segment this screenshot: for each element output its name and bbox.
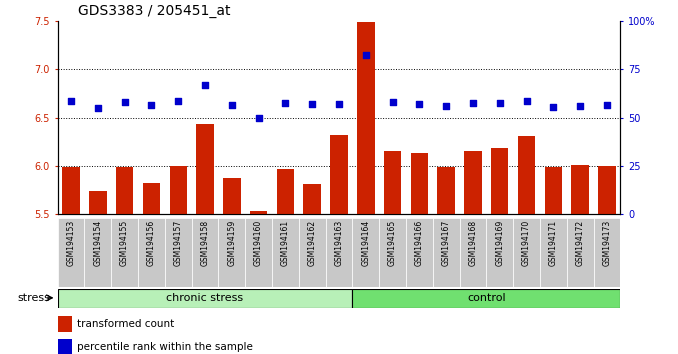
Point xyxy=(575,103,586,109)
Point xyxy=(548,104,559,110)
Bar xyxy=(304,184,321,214)
Point xyxy=(66,98,77,104)
Text: GSM194154: GSM194154 xyxy=(94,220,102,266)
Text: GDS3383 / 205451_at: GDS3383 / 205451_at xyxy=(78,4,231,18)
Point xyxy=(146,102,157,108)
Point xyxy=(441,103,452,109)
Text: GSM194173: GSM194173 xyxy=(603,220,612,266)
Text: GSM194163: GSM194163 xyxy=(334,220,344,266)
Text: GSM194167: GSM194167 xyxy=(441,220,451,266)
Point xyxy=(280,101,291,106)
Bar xyxy=(357,22,374,214)
Bar xyxy=(598,166,616,214)
Bar xyxy=(89,191,106,214)
Bar xyxy=(491,148,508,214)
Text: chronic stress: chronic stress xyxy=(167,293,243,303)
Bar xyxy=(384,150,401,214)
Bar xyxy=(540,218,567,287)
Text: GSM194153: GSM194153 xyxy=(66,220,75,266)
Bar xyxy=(518,136,536,214)
Point xyxy=(387,99,398,105)
Bar xyxy=(170,166,187,214)
Point xyxy=(119,99,130,105)
Bar xyxy=(58,316,72,332)
Bar xyxy=(111,218,138,287)
Bar xyxy=(513,218,540,287)
Point xyxy=(253,115,264,120)
Text: GSM194164: GSM194164 xyxy=(361,220,370,266)
Bar xyxy=(165,218,192,287)
Bar xyxy=(353,218,379,287)
Text: GSM194161: GSM194161 xyxy=(281,220,290,266)
Text: GSM194172: GSM194172 xyxy=(576,220,584,266)
Text: GSM194160: GSM194160 xyxy=(254,220,263,266)
Bar xyxy=(197,125,214,214)
Text: GSM194169: GSM194169 xyxy=(496,220,504,266)
Point xyxy=(468,101,479,106)
Bar xyxy=(85,218,111,287)
Bar xyxy=(330,135,348,214)
Bar xyxy=(245,218,272,287)
Bar xyxy=(572,165,589,214)
Text: GSM194157: GSM194157 xyxy=(174,220,182,266)
Bar xyxy=(116,167,134,214)
Text: GSM194162: GSM194162 xyxy=(308,220,317,266)
Bar xyxy=(464,150,481,214)
Bar xyxy=(567,218,593,287)
Bar xyxy=(58,339,72,354)
Bar xyxy=(486,218,513,287)
Bar xyxy=(544,167,562,214)
Text: transformed count: transformed count xyxy=(77,319,174,330)
Bar xyxy=(299,218,325,287)
Point xyxy=(334,101,344,107)
Bar xyxy=(433,218,460,287)
Text: GSM194156: GSM194156 xyxy=(147,220,156,266)
Text: GSM194155: GSM194155 xyxy=(120,220,129,266)
Point xyxy=(226,102,237,108)
Point xyxy=(414,101,425,107)
Bar xyxy=(593,218,620,287)
Point xyxy=(306,101,317,107)
Point xyxy=(199,82,210,88)
Bar xyxy=(192,218,218,287)
Point xyxy=(92,105,103,111)
Bar xyxy=(460,218,486,287)
Text: GSM194171: GSM194171 xyxy=(549,220,558,266)
Point xyxy=(521,98,532,104)
Point xyxy=(601,102,612,108)
Bar xyxy=(411,153,428,214)
Point xyxy=(361,52,372,58)
Bar xyxy=(406,218,433,287)
Text: control: control xyxy=(467,293,506,303)
Bar xyxy=(353,289,620,308)
Bar xyxy=(58,218,85,287)
Text: percentile rank within the sample: percentile rank within the sample xyxy=(77,342,253,353)
Point xyxy=(494,101,505,106)
Bar xyxy=(437,167,455,214)
Bar xyxy=(62,167,80,214)
Text: GSM194158: GSM194158 xyxy=(201,220,210,266)
Bar xyxy=(138,218,165,287)
Point xyxy=(173,98,184,104)
Bar xyxy=(325,218,353,287)
Bar xyxy=(277,169,294,214)
Text: GSM194168: GSM194168 xyxy=(468,220,477,266)
Text: stress: stress xyxy=(18,293,50,303)
Text: GSM194159: GSM194159 xyxy=(227,220,237,266)
Bar xyxy=(223,178,241,214)
Bar xyxy=(58,289,353,308)
Bar xyxy=(379,218,406,287)
Bar xyxy=(218,218,245,287)
Text: GSM194165: GSM194165 xyxy=(388,220,397,266)
Text: GSM194166: GSM194166 xyxy=(415,220,424,266)
Bar xyxy=(142,183,160,214)
Text: GSM194170: GSM194170 xyxy=(522,220,531,266)
Bar xyxy=(272,218,299,287)
Bar xyxy=(250,211,267,214)
